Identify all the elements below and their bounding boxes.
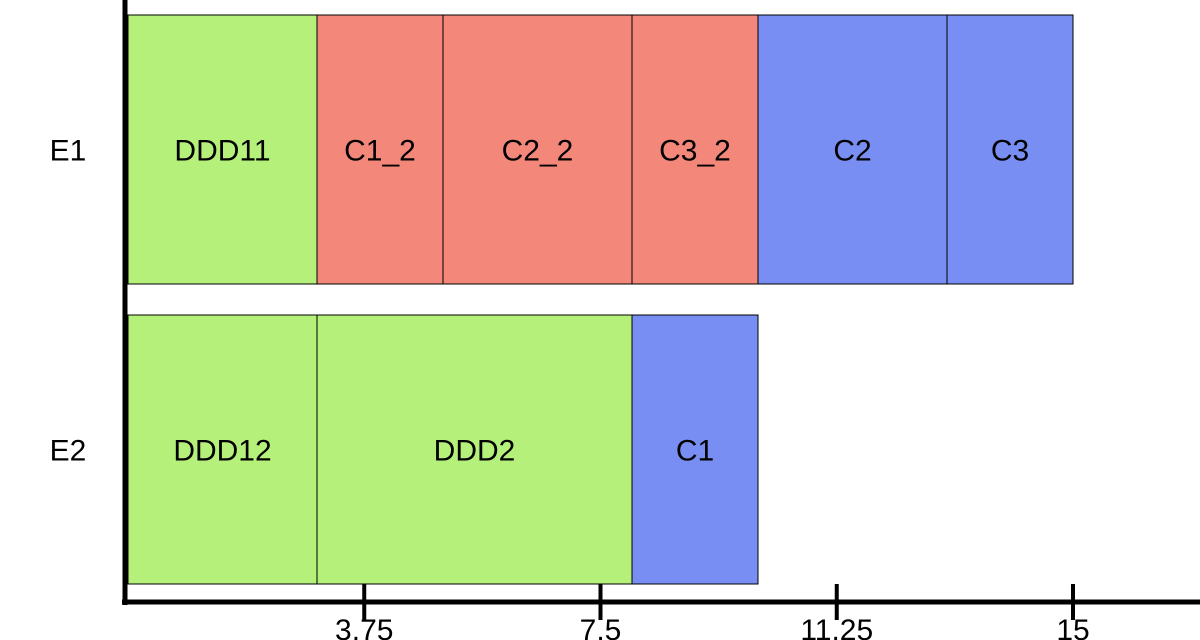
task-label: DDD2 [434,435,516,468]
task-bar-c2-2: C2_2 [442,14,633,285]
task-rect [127,14,318,285]
task-rect [127,314,318,585]
axes [122,0,1200,605]
task-bar-ddd11: DDD11 [127,14,318,285]
x-ticks: 3.75 7.5 11.25 15 [335,584,1090,640]
task-label: C1 [676,435,714,468]
task-rect [631,14,759,285]
task-bar-c3-2: C3_2 [631,14,759,285]
row-labels: E1 E2 [50,135,87,468]
x-tick-label: 3.75 [335,614,393,640]
task-label: DDD11 [174,135,270,168]
x-tick-label: 7.5 [580,614,622,640]
task-bars: DDD11 C1_2 C2_2 C3_2 C2 C3 DDD12 DDD2 C1 [127,14,1074,585]
task-rect [316,14,444,285]
task-bar-c1-2: C1_2 [316,14,444,285]
task-rect [631,314,759,585]
x-tick-label: 11.25 [800,614,873,640]
row-label-e2: E2 [50,435,87,468]
task-bar-c2: C2 [757,14,948,285]
task-label: C1_2 [344,135,416,168]
task-label: DDD12 [173,435,271,468]
task-rect [442,14,633,285]
task-rect [316,314,633,585]
task-rect [757,14,948,285]
task-bar-c3: C3 [946,14,1074,285]
x-tick-label: 15 [1056,614,1089,640]
task-rect [946,14,1074,285]
task-label: C2_2 [502,135,574,168]
task-bar-ddd12: DDD12 [127,314,318,585]
task-label: C2 [833,135,871,168]
task-bar-ddd2: DDD2 [316,314,633,585]
task-label: C3_2 [659,135,731,168]
task-label: C3 [991,135,1029,168]
task-bar-c1: C1 [631,314,759,585]
row-label-e1: E1 [50,135,87,168]
